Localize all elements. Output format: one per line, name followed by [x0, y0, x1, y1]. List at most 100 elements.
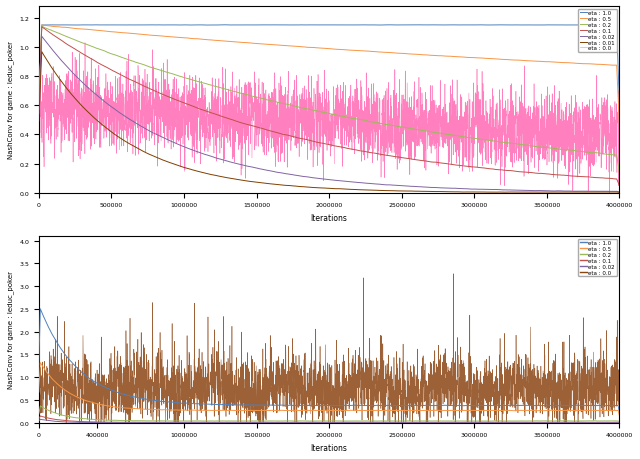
eta : 0.1: (2.91e+06, 0.186): 0.1: (2.91e+06, 0.186)	[457, 163, 465, 169]
eta : 0.0: (3.88e+06, 0.553): 0.0: (3.88e+06, 0.553)	[598, 110, 605, 116]
eta : 0.0: (3.18e+05, 1.03): 0.0: (3.18e+05, 1.03)	[81, 41, 89, 46]
eta : 0.5: (4e+06, 0.151): 0.5: (4e+06, 0.151)	[616, 413, 623, 419]
eta : 0.2: (1.68e+06, 0.612): 0.2: (1.68e+06, 0.612)	[279, 101, 287, 107]
eta : 0.1: (1.9e+06, 0.0108): 0.1: (1.9e+06, 0.0108)	[311, 420, 319, 425]
eta : 1.0: (3.68e+06, 1.15): 1.0: (3.68e+06, 1.15)	[569, 23, 577, 28]
eta : 0.02: (1.68e+06, 0.135): 0.02: (1.68e+06, 0.135)	[279, 171, 287, 177]
eta : 0.02: (1.9e+06, 0.00296): 0.02: (1.9e+06, 0.00296)	[311, 420, 319, 425]
eta : 0.0: (4e+06, 0.586): 0.0: (4e+06, 0.586)	[616, 105, 623, 111]
eta : 0.1: (1.68e+06, 0.401): 0.1: (1.68e+06, 0.401)	[279, 132, 287, 138]
eta : 0.2: (1.71e+06, 0.606): 0.2: (1.71e+06, 0.606)	[284, 102, 291, 108]
eta : 1.0: (1e+04, 2.5): 1.0: (1e+04, 2.5)	[36, 306, 44, 312]
eta : 0.01: (4e+06, 0.00265): 0.01: (4e+06, 0.00265)	[616, 190, 623, 196]
eta : 1.0: (3.68e+06, 0.38): 1.0: (3.68e+06, 0.38)	[569, 403, 577, 409]
eta : 0.02: (4e+06, 0.00606): 0.02: (4e+06, 0.00606)	[616, 190, 623, 195]
eta : 0.1: (3.88e+06, 0.0103): 0.1: (3.88e+06, 0.0103)	[598, 420, 605, 425]
eta : 0.5: (3.68e+06, 0.27): 0.5: (3.68e+06, 0.27)	[569, 408, 577, 413]
eta : 0.1: (1, 0.572): 0.1: (1, 0.572)	[35, 107, 43, 113]
eta : 0.0: (2.91e+06, 0.575): 0.0: (2.91e+06, 0.575)	[457, 107, 465, 112]
eta : 0.02: (2.91e+06, 0.00266): 0.02: (2.91e+06, 0.00266)	[457, 420, 465, 425]
eta : 0.02: (3.88e+06, 0.00322): 0.02: (3.88e+06, 0.00322)	[598, 420, 605, 425]
eta : 0.2: (3.88e+06, 0.0412): 0.2: (3.88e+06, 0.0412)	[598, 418, 605, 424]
eta : 0.1: (1.68e+06, 0.00991): 0.1: (1.68e+06, 0.00991)	[279, 420, 287, 425]
eta : 0.5: (4e+06, 0.459): 0.5: (4e+06, 0.459)	[616, 124, 623, 129]
eta : 0.1: (1.9e+06, 0.351): 0.1: (1.9e+06, 0.351)	[311, 140, 319, 145]
eta : 0.0: (1, 0.665): 0.0: (1, 0.665)	[35, 390, 43, 395]
eta : 0.5: (1.9e+06, 0.995): 0.5: (1.9e+06, 0.995)	[311, 46, 319, 51]
Line: eta : 0.02: eta : 0.02	[39, 37, 620, 192]
eta : 0.2: (3.88e+06, 0.269): 0.2: (3.88e+06, 0.269)	[598, 151, 605, 157]
eta : 0.5: (3.68e+06, 0.889): 0.5: (3.68e+06, 0.889)	[569, 61, 577, 67]
eta : 0.0: (3.88e+06, 0.715): 0.0: (3.88e+06, 0.715)	[598, 387, 605, 393]
eta : 0.1: (2e+04, 1.14): 0.1: (2e+04, 1.14)	[38, 25, 45, 30]
eta : 0.5: (2.91e+06, 0.931): 0.5: (2.91e+06, 0.931)	[457, 55, 465, 61]
eta : 0.2: (3.68e+06, 0.0389): 0.2: (3.68e+06, 0.0389)	[569, 418, 577, 424]
eta : 0.5: (2e+04, 1.15): 0.5: (2e+04, 1.15)	[38, 23, 45, 29]
eta : 1.0: (1, 0.575): 1.0: (1, 0.575)	[35, 107, 43, 112]
Line: eta : 0.2: eta : 0.2	[39, 406, 620, 422]
Line: eta : 0.5: eta : 0.5	[39, 26, 620, 127]
X-axis label: Iterations: Iterations	[310, 443, 348, 452]
eta : 0.02: (1.71e+06, 0.129): 0.02: (1.71e+06, 0.129)	[284, 172, 291, 177]
eta : 0.0: (1.88e+05, 0): 0.0: (1.88e+05, 0)	[62, 420, 70, 425]
eta : 0.0: (1.68e+06, 0.966): 0.0: (1.68e+06, 0.966)	[279, 376, 287, 382]
eta : 0.01: (1.71e+06, 0.0506): 0.01: (1.71e+06, 0.0506)	[284, 183, 291, 189]
Line: eta : 0.0: eta : 0.0	[39, 44, 620, 193]
eta : 0.2: (1, 0.573): 0.2: (1, 0.573)	[35, 107, 43, 112]
eta : 0.5: (1e+04, 1.32): 0.5: (1e+04, 1.32)	[36, 360, 44, 365]
eta : 0.02: (1.9e+06, 0.102): 0.02: (1.9e+06, 0.102)	[311, 176, 319, 181]
eta : 0.5: (1.68e+06, 1.01): 0.5: (1.68e+06, 1.01)	[279, 44, 287, 49]
eta : 0.02: (1e+04, 0.0763): 0.02: (1e+04, 0.0763)	[36, 417, 44, 422]
eta : 0.02: (3.68e+06, 0.011): 0.02: (3.68e+06, 0.011)	[569, 189, 577, 195]
eta : 0.1: (1.71e+06, 0.395): 0.1: (1.71e+06, 0.395)	[284, 133, 291, 139]
eta : 1.0: (3.88e+06, 0.378): 1.0: (3.88e+06, 0.378)	[598, 403, 605, 409]
eta : 0.2: (1.68e+06, 0.039): 0.2: (1.68e+06, 0.039)	[279, 418, 287, 424]
eta : 0.1: (2.91e+06, 0.00889): 0.1: (2.91e+06, 0.00889)	[457, 420, 465, 425]
Legend: eta : 1.0, eta : 0.5, eta : 0.2, eta : 0.1, eta : 0.02, eta : 0.0: eta : 1.0, eta : 0.5, eta : 0.2, eta : 0…	[579, 239, 617, 277]
Legend: eta : 1.0, eta : 0.5, eta : 0.2, eta : 0.1, eta : 0.02, eta : 0.01, eta : 0.0: eta : 1.0, eta : 0.5, eta : 0.2, eta : 0…	[579, 10, 617, 53]
eta : 0.01: (1.68e+06, 0.0523): 0.01: (1.68e+06, 0.0523)	[279, 183, 287, 189]
eta : 0.01: (2e+04, 0.967): 0.01: (2e+04, 0.967)	[38, 50, 45, 56]
eta : 0.0: (3.68e+06, 0.96): 0.0: (3.68e+06, 0.96)	[569, 376, 577, 382]
eta : 0.1: (1, 0.0769): 0.1: (1, 0.0769)	[35, 417, 43, 422]
eta : 0.5: (3.88e+06, 0.879): 0.5: (3.88e+06, 0.879)	[598, 62, 605, 68]
eta : 1.0: (1.71e+06, 0.381): 1.0: (1.71e+06, 0.381)	[284, 403, 291, 409]
eta : 1.0: (2.91e+06, 1.15): 1.0: (2.91e+06, 1.15)	[457, 23, 465, 28]
eta : 0.01: (2.91e+06, 0.00575): 0.01: (2.91e+06, 0.00575)	[457, 190, 465, 195]
eta : 0.5: (3.88e+06, 0.269): 0.5: (3.88e+06, 0.269)	[598, 408, 605, 414]
eta : 0.2: (1, 0.191): 0.2: (1, 0.191)	[35, 411, 43, 417]
eta : 0.5: (2.91e+06, 0.27): 0.5: (2.91e+06, 0.27)	[457, 408, 465, 414]
eta : 0.01: (3.68e+06, 0.00581): 0.01: (3.68e+06, 0.00581)	[569, 190, 577, 195]
eta : 0.0: (1.9e+06, 0.701): 0.0: (1.9e+06, 0.701)	[311, 388, 319, 394]
eta : 0.2: (3.68e+06, 0.291): 0.2: (3.68e+06, 0.291)	[569, 148, 577, 154]
Line: eta : 0.01: eta : 0.01	[39, 53, 620, 193]
eta : 0.0: (1, 0.554): 0.0: (1, 0.554)	[35, 110, 43, 115]
eta : 0.01: (1, 0.492): 0.01: (1, 0.492)	[35, 119, 43, 124]
X-axis label: Iterations: Iterations	[310, 213, 348, 223]
eta : 0.01: (1.9e+06, 0.0356): 0.01: (1.9e+06, 0.0356)	[311, 185, 319, 191]
eta : 0.02: (3.52e+06, 0.00171): 0.02: (3.52e+06, 0.00171)	[545, 420, 553, 425]
Line: eta : 0.1: eta : 0.1	[39, 416, 620, 423]
eta : 0.1: (3.68e+06, 0.0105): 0.1: (3.68e+06, 0.0105)	[569, 420, 577, 425]
eta : 0.1: (4e+06, 0.0498): 0.1: (4e+06, 0.0498)	[616, 183, 623, 189]
eta : 0.0: (1.68e+06, 0.535): 0.0: (1.68e+06, 0.535)	[279, 113, 287, 118]
Line: eta : 0.5: eta : 0.5	[39, 363, 620, 416]
eta : 0.2: (4e+06, 0.135): 0.2: (4e+06, 0.135)	[616, 171, 623, 176]
eta : 0.5: (1.71e+06, 1.01): 0.5: (1.71e+06, 1.01)	[284, 44, 291, 50]
eta : 0.5: (1.68e+06, 0.273): 0.5: (1.68e+06, 0.273)	[279, 408, 287, 413]
eta : 0.02: (2.91e+06, 0.0287): 0.02: (2.91e+06, 0.0287)	[457, 186, 465, 192]
eta : 0.02: (2e+04, 1.07): 0.02: (2e+04, 1.07)	[38, 34, 45, 40]
eta : 0.2: (1.9e+06, 0.564): 0.2: (1.9e+06, 0.564)	[311, 108, 319, 114]
eta : 0.02: (1, 0.543): 0.02: (1, 0.543)	[35, 112, 43, 117]
Line: eta : 0.1: eta : 0.1	[39, 28, 620, 186]
eta : 0.2: (1.71e+06, 0.0389): 0.2: (1.71e+06, 0.0389)	[284, 418, 291, 424]
eta : 0.5: (1, 0.575): 0.5: (1, 0.575)	[35, 107, 43, 112]
eta : 0.02: (3.68e+06, 0.00294): 0.02: (3.68e+06, 0.00294)	[569, 420, 577, 425]
eta : 0.02: (1.71e+06, 0.00313): 0.02: (1.71e+06, 0.00313)	[284, 420, 291, 425]
eta : 0.02: (3.88e+06, 0.0105): 0.02: (3.88e+06, 0.0105)	[598, 189, 605, 195]
Line: eta : 1.0: eta : 1.0	[39, 26, 620, 110]
eta : 0.0: (3.93e+06, 0): 0.0: (3.93e+06, 0)	[605, 190, 613, 196]
eta : 0.0: (1.9e+06, 0.293): 0.0: (1.9e+06, 0.293)	[311, 148, 319, 153]
Line: eta : 0.0: eta : 0.0	[39, 274, 620, 423]
eta : 0.2: (2.91e+06, 0.387): 0.2: (2.91e+06, 0.387)	[457, 134, 465, 140]
